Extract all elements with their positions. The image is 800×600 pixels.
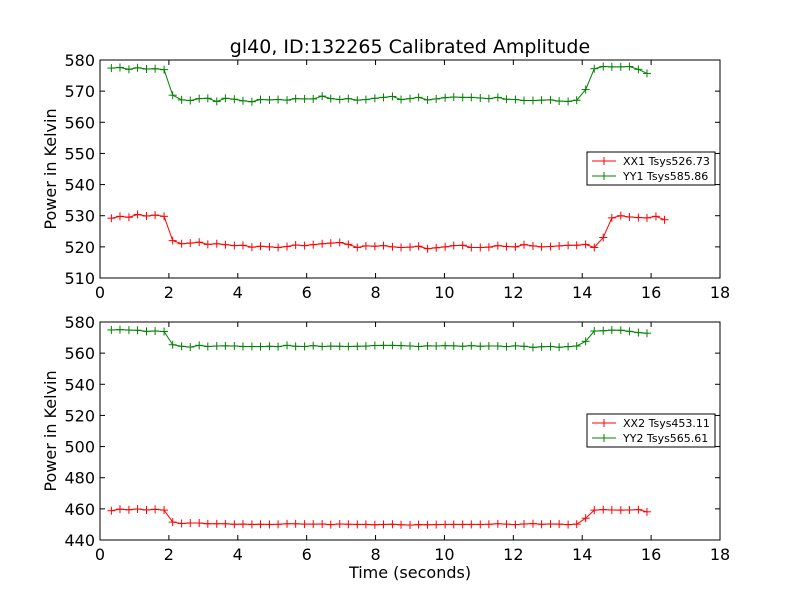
series-2-panel-1: [107, 62, 651, 106]
series-1-panel-2: [107, 505, 651, 530]
y-tick-label: 550: [64, 144, 95, 163]
bottom-panel: 0 2 4 6 8 10 12 14 16 18 440 460 480 500 520 540 560 580 P…: [41, 313, 730, 582]
y-tick-label: 540: [64, 375, 95, 394]
legend-label: XX2 Tsys453.11: [623, 417, 710, 430]
y-tick-label: 460: [64, 500, 95, 519]
series-1-panel-1: [107, 210, 669, 253]
x-tick-label: 4: [233, 283, 243, 302]
y-tick-label: 570: [64, 82, 95, 101]
x-tick-label: 8: [370, 545, 380, 564]
plot-frame-1: [99, 59, 721, 279]
x-axis-title: Time (seconds): [348, 563, 471, 582]
legend-box: [586, 413, 716, 448]
series-line: [111, 213, 665, 250]
x-tick-label: 12: [503, 283, 523, 302]
x-tick-label: 18: [710, 283, 730, 302]
x-tick-label: 2: [164, 283, 174, 302]
legend-label: YY2 Tsys565.61: [622, 432, 708, 445]
y-tick-label: 560: [64, 113, 95, 132]
series-2-panel-2: [107, 325, 651, 352]
y-tick-label: 540: [64, 176, 95, 195]
x-tick-label: 18: [710, 545, 730, 564]
x-tick-label: 16: [641, 545, 661, 564]
y-axis-title: Power in Kelvin: [41, 108, 60, 229]
legend-2: XX2 Tsys453.11 YY2 Tsys565.61: [586, 413, 716, 448]
x-tick-label: 2: [164, 545, 174, 564]
x-tick-label: 12: [503, 545, 523, 564]
x-tick-label: 8: [370, 283, 380, 302]
y-tick-label: 560: [64, 344, 95, 363]
y-tick-label: 580: [64, 313, 95, 332]
x-tick-label: 14: [572, 283, 592, 302]
y-tick-label: 520: [64, 406, 95, 425]
figure-title: gl40, ID:132265 Calibrated Amplitude: [230, 36, 590, 58]
y-tick-label: 500: [64, 438, 95, 457]
x-tick-label: 4: [233, 545, 243, 564]
legend-label: YY1 Tsys585.86: [622, 170, 708, 183]
x-tick-label: 6: [302, 545, 312, 564]
x-tick-label: 0: [95, 283, 105, 302]
legend-1: XX1 Tsys526.73 YY1 Tsys585.86: [586, 151, 716, 186]
legend-label: XX1 Tsys526.73: [623, 155, 710, 168]
x-tick-label: 10: [434, 283, 454, 302]
y-axis-title: Power in Kelvin: [41, 370, 60, 491]
x-tick-label: 14: [572, 545, 592, 564]
x-tick-label: 0: [95, 545, 105, 564]
x-tick-label: 6: [302, 283, 312, 302]
legend-box: [586, 151, 716, 186]
x-tick-label: 16: [641, 283, 661, 302]
plot-frame-2: [99, 321, 721, 541]
y-tick-label: 520: [64, 238, 95, 257]
y-tick-label: 530: [64, 207, 95, 226]
top-panel: 0 2 4 6 8 10 12 14 16 18 510 520 530 540 550 560 570 580 P…: [41, 51, 730, 302]
y-tick-label: 480: [64, 469, 95, 488]
y-tick-label: 440: [64, 531, 95, 550]
y-tick-label: 510: [64, 269, 95, 288]
x-tick-label: 10: [434, 545, 454, 564]
y-tick-label: 580: [64, 51, 95, 70]
